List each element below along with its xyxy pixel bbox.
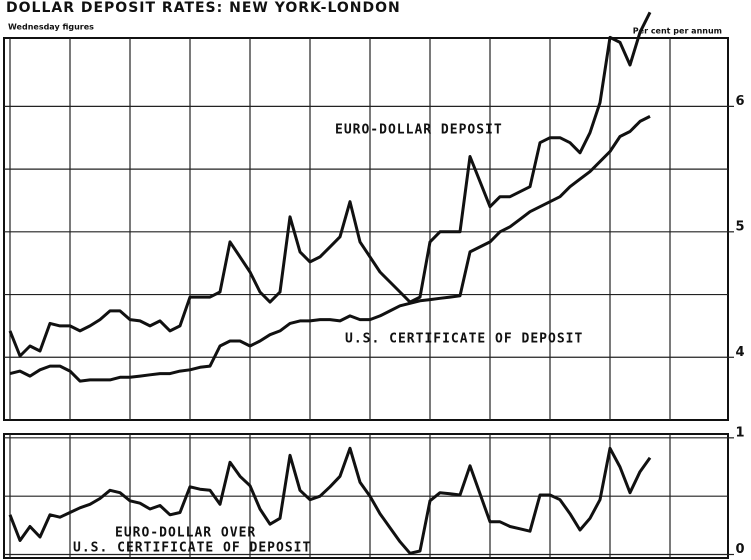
chart-subtitle: Wednesday figures [8,23,94,32]
panel-frame [3,37,729,421]
series-label: U.S. CERTIFICATE OF DEPOSIT [345,332,583,347]
y-tick-label: 6 [735,94,744,109]
chart-title: DOLLAR DEPOSIT RATES: NEW YORK-LONDON [6,0,401,16]
series-label: EURO-DOLLAR DEPOSIT [335,123,503,138]
unit-label: Per cent per annum [633,27,722,36]
series-label: EURO-DOLLAR OVER [115,526,256,541]
y-tick-label: 1 [735,425,744,440]
series-line [8,11,652,358]
series-line [9,115,651,383]
series-line [8,446,652,555]
series-label: U.S. CERTIFICATE OF DEPOSIT [73,541,311,556]
y-tick-label: 5 [735,219,744,234]
y-tick-label: 4 [735,345,744,360]
y-tick-label: 0 [735,542,744,557]
